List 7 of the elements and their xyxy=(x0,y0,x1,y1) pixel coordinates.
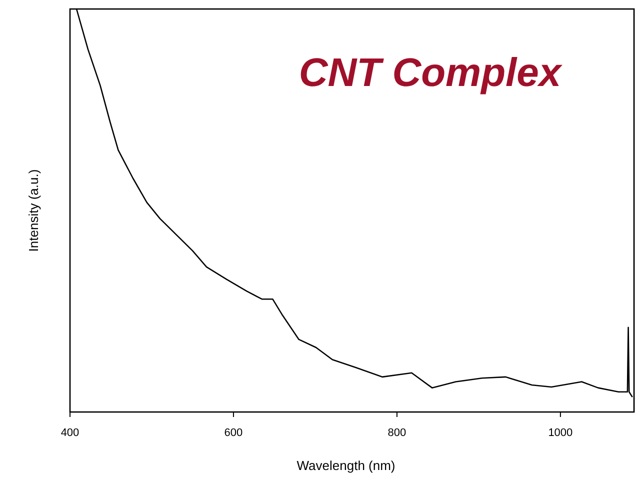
text: CNT Complex xyxy=(298,51,563,95)
x-tick-label: 800 xyxy=(388,427,406,439)
y-axis-title: Intensity (a.u.) xyxy=(26,169,41,252)
x-tick-label: 600 xyxy=(224,427,243,439)
x-tick-label: 1000 xyxy=(548,427,573,439)
x-axis-title: Wavelength (nm) xyxy=(296,458,396,473)
x-tick-label: 400 xyxy=(60,427,80,439)
